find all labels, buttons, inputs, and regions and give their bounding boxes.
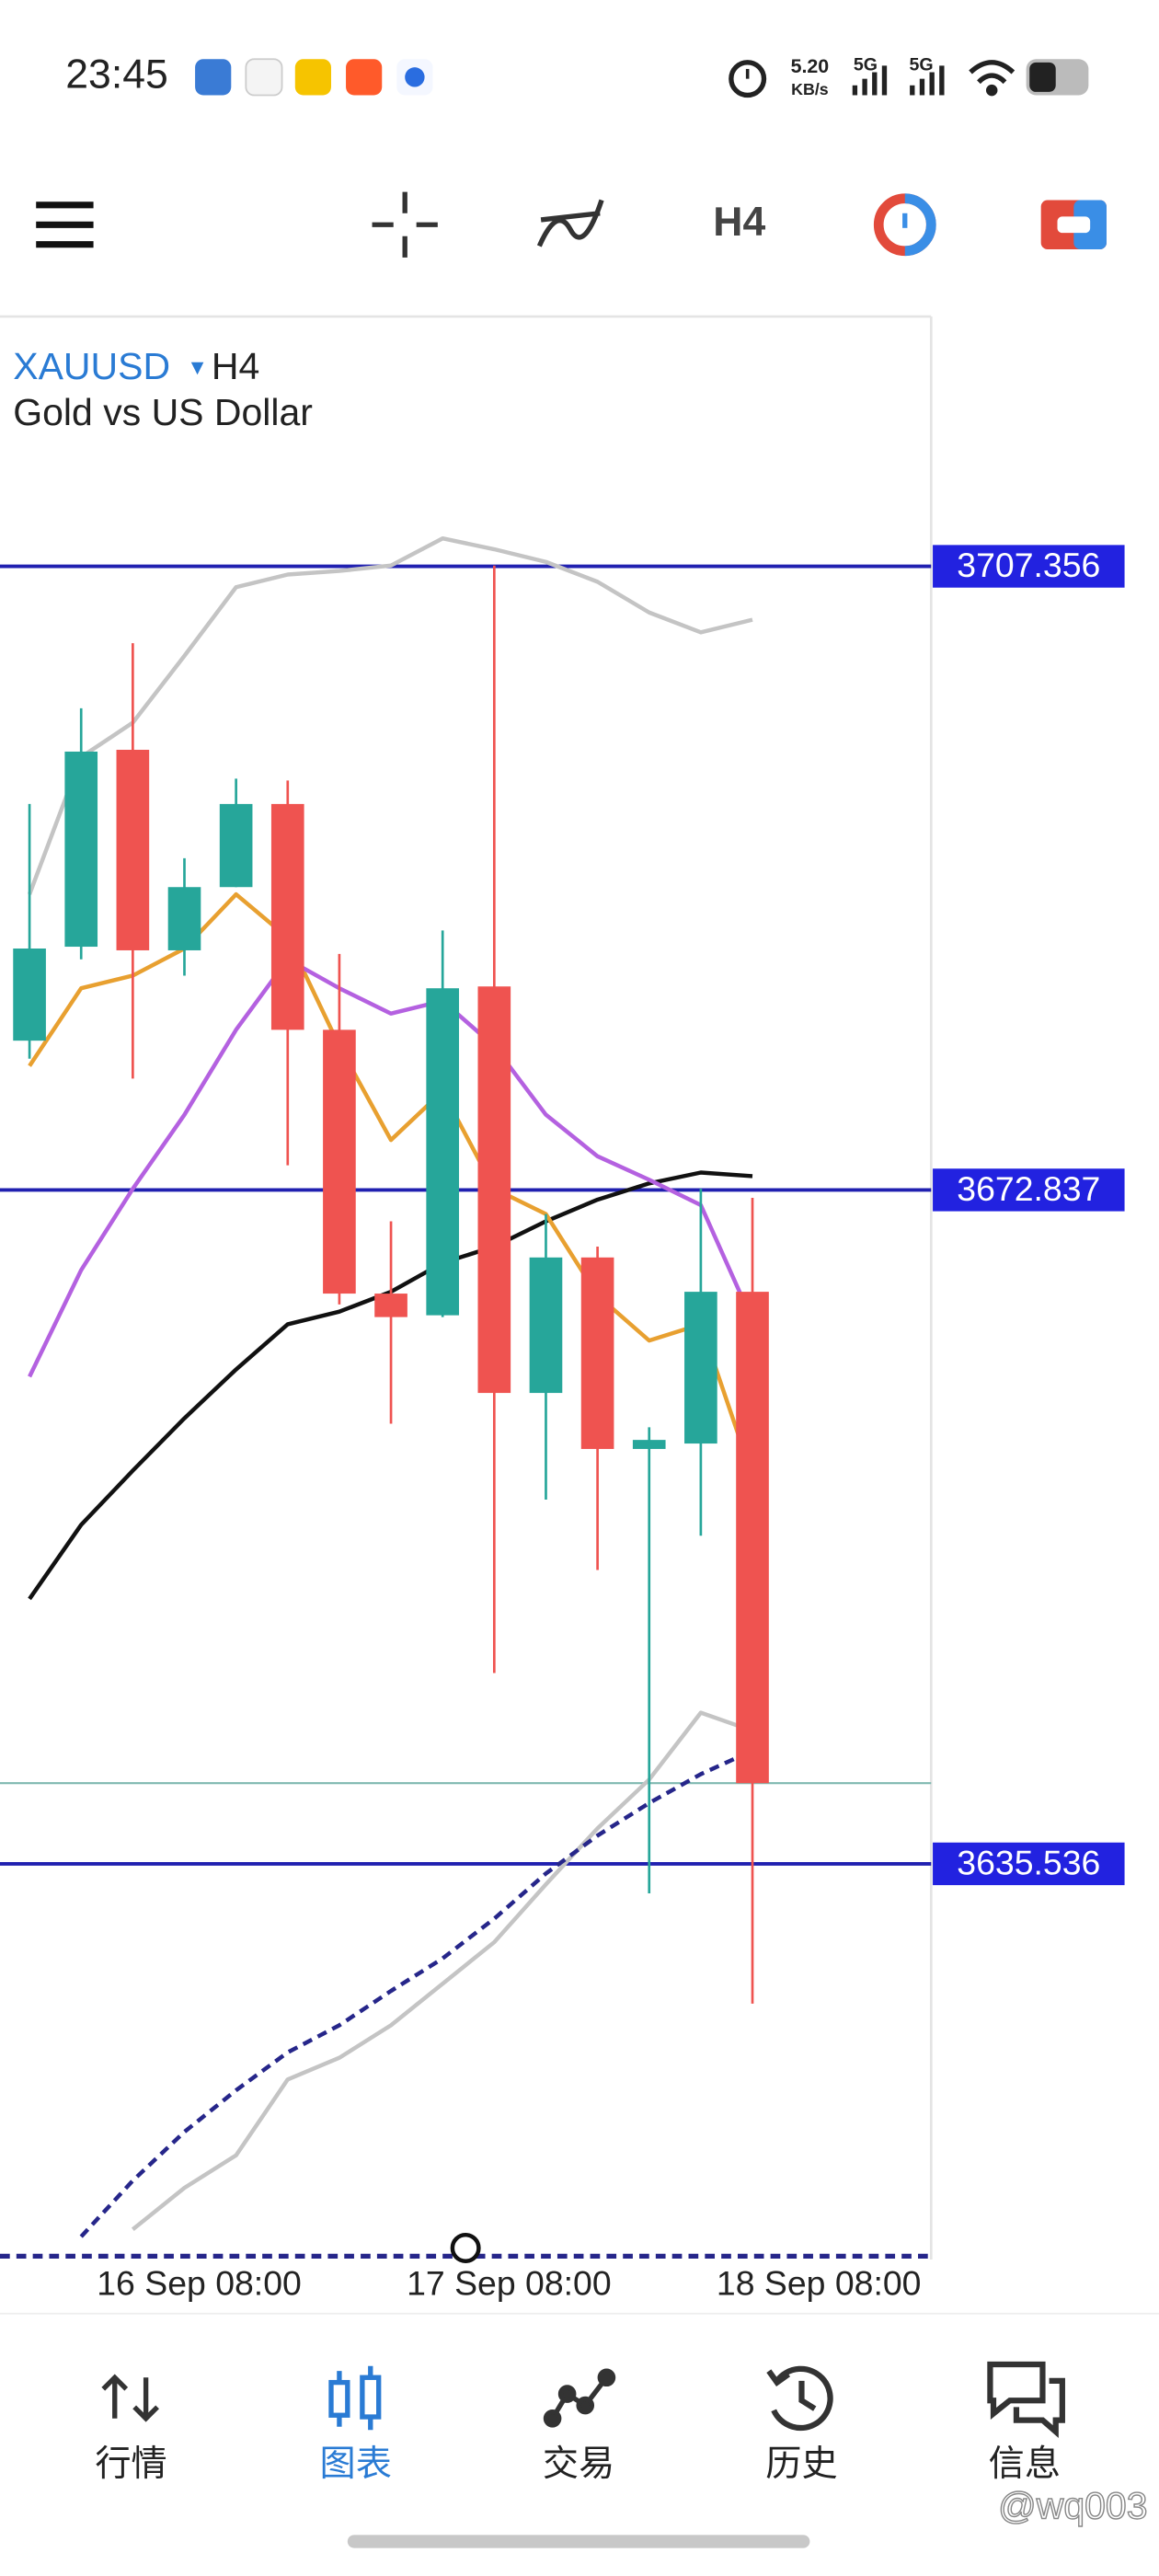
wifi-icon: [969, 60, 1016, 97]
messages-icon[interactable]: [987, 2361, 1065, 2438]
battery-icon: [1026, 59, 1089, 96]
symbol: XAUUSD: [13, 345, 170, 387]
level-label-bg: [933, 1168, 1125, 1212]
net-speed-unit: KB/s: [791, 80, 829, 98]
x-tick-label: 18 Sep 08:00: [717, 2263, 922, 2302]
bottom-nav: 行情 图表 交易 历史 信息: [95, 2444, 1061, 2484]
indicator-line: [131, 1710, 753, 2232]
clock: 23:45: [65, 52, 167, 98]
alarm-icon: [729, 60, 767, 98]
x-tick-label: 17 Sep 08:00: [407, 2263, 612, 2302]
quotes-icon[interactable]: [101, 2374, 159, 2422]
candle-body: [13, 949, 46, 1041]
menu-button[interactable]: [36, 201, 94, 248]
crosshair-button[interactable]: [372, 191, 438, 258]
candle-body: [736, 1292, 769, 1784]
level-label: 3707.356: [957, 546, 1100, 584]
candle-body: [529, 1257, 563, 1394]
watermark: @wq003: [998, 2485, 1147, 2527]
level-label: 3672.837: [957, 1169, 1100, 1208]
indicator-line: [28, 891, 755, 1478]
chart-timeframe: H4: [212, 345, 259, 387]
indicator-line: [27, 536, 753, 895]
symbol-dropdown[interactable]: ▼: [187, 355, 208, 379]
candle-body: [64, 751, 98, 948]
app-icons: [195, 58, 433, 97]
candle-body: [426, 988, 460, 1316]
candle-body: [632, 1440, 666, 1449]
candle-body: [219, 803, 253, 888]
indicator-line: [79, 1748, 753, 2238]
plot-area[interactable]: [0, 536, 932, 2238]
indicators-button[interactable]: [536, 199, 604, 247]
scroll-handle[interactable]: [450, 2232, 481, 2263]
signal-icon: [910, 65, 945, 96]
candle-body: [477, 986, 511, 1394]
candle-body: [374, 1294, 407, 1317]
network-type: 5G: [910, 55, 934, 75]
nav-label[interactable]: 历史: [765, 2444, 837, 2484]
candle-body: [116, 749, 150, 950]
home-indicator[interactable]: [347, 2535, 810, 2548]
nav-label[interactable]: 信息: [989, 2444, 1061, 2484]
x-tick-label: 16 Sep 08:00: [97, 2263, 302, 2302]
candle-body: [270, 803, 304, 1030]
candle-body: [684, 1292, 717, 1444]
timeframe-button[interactable]: H4: [713, 200, 765, 245]
chart-icon[interactable]: [328, 2365, 382, 2431]
candle-body: [323, 1029, 356, 1294]
level-label-bg: [933, 545, 1125, 588]
trade-icon[interactable]: [543, 2368, 616, 2428]
network-type: 5G: [854, 55, 878, 75]
net-speed: 5.20: [791, 55, 830, 77]
candle-body: [580, 1257, 614, 1449]
objects-button[interactable]: [873, 193, 936, 257]
history-icon[interactable]: [766, 2365, 833, 2432]
symbol-description: Gold vs US Dollar: [13, 391, 313, 433]
nav-label[interactable]: 交易: [543, 2444, 614, 2484]
signal-icon: [852, 65, 888, 96]
level-label: 3635.536: [957, 1844, 1100, 1882]
trade-button[interactable]: [1040, 200, 1107, 249]
nav-label[interactable]: 行情: [95, 2444, 166, 2484]
nav-label[interactable]: 图表: [320, 2444, 392, 2484]
level-label-bg: [933, 1842, 1125, 1886]
candle-body: [167, 887, 201, 950]
indicator-line: [28, 957, 755, 1378]
